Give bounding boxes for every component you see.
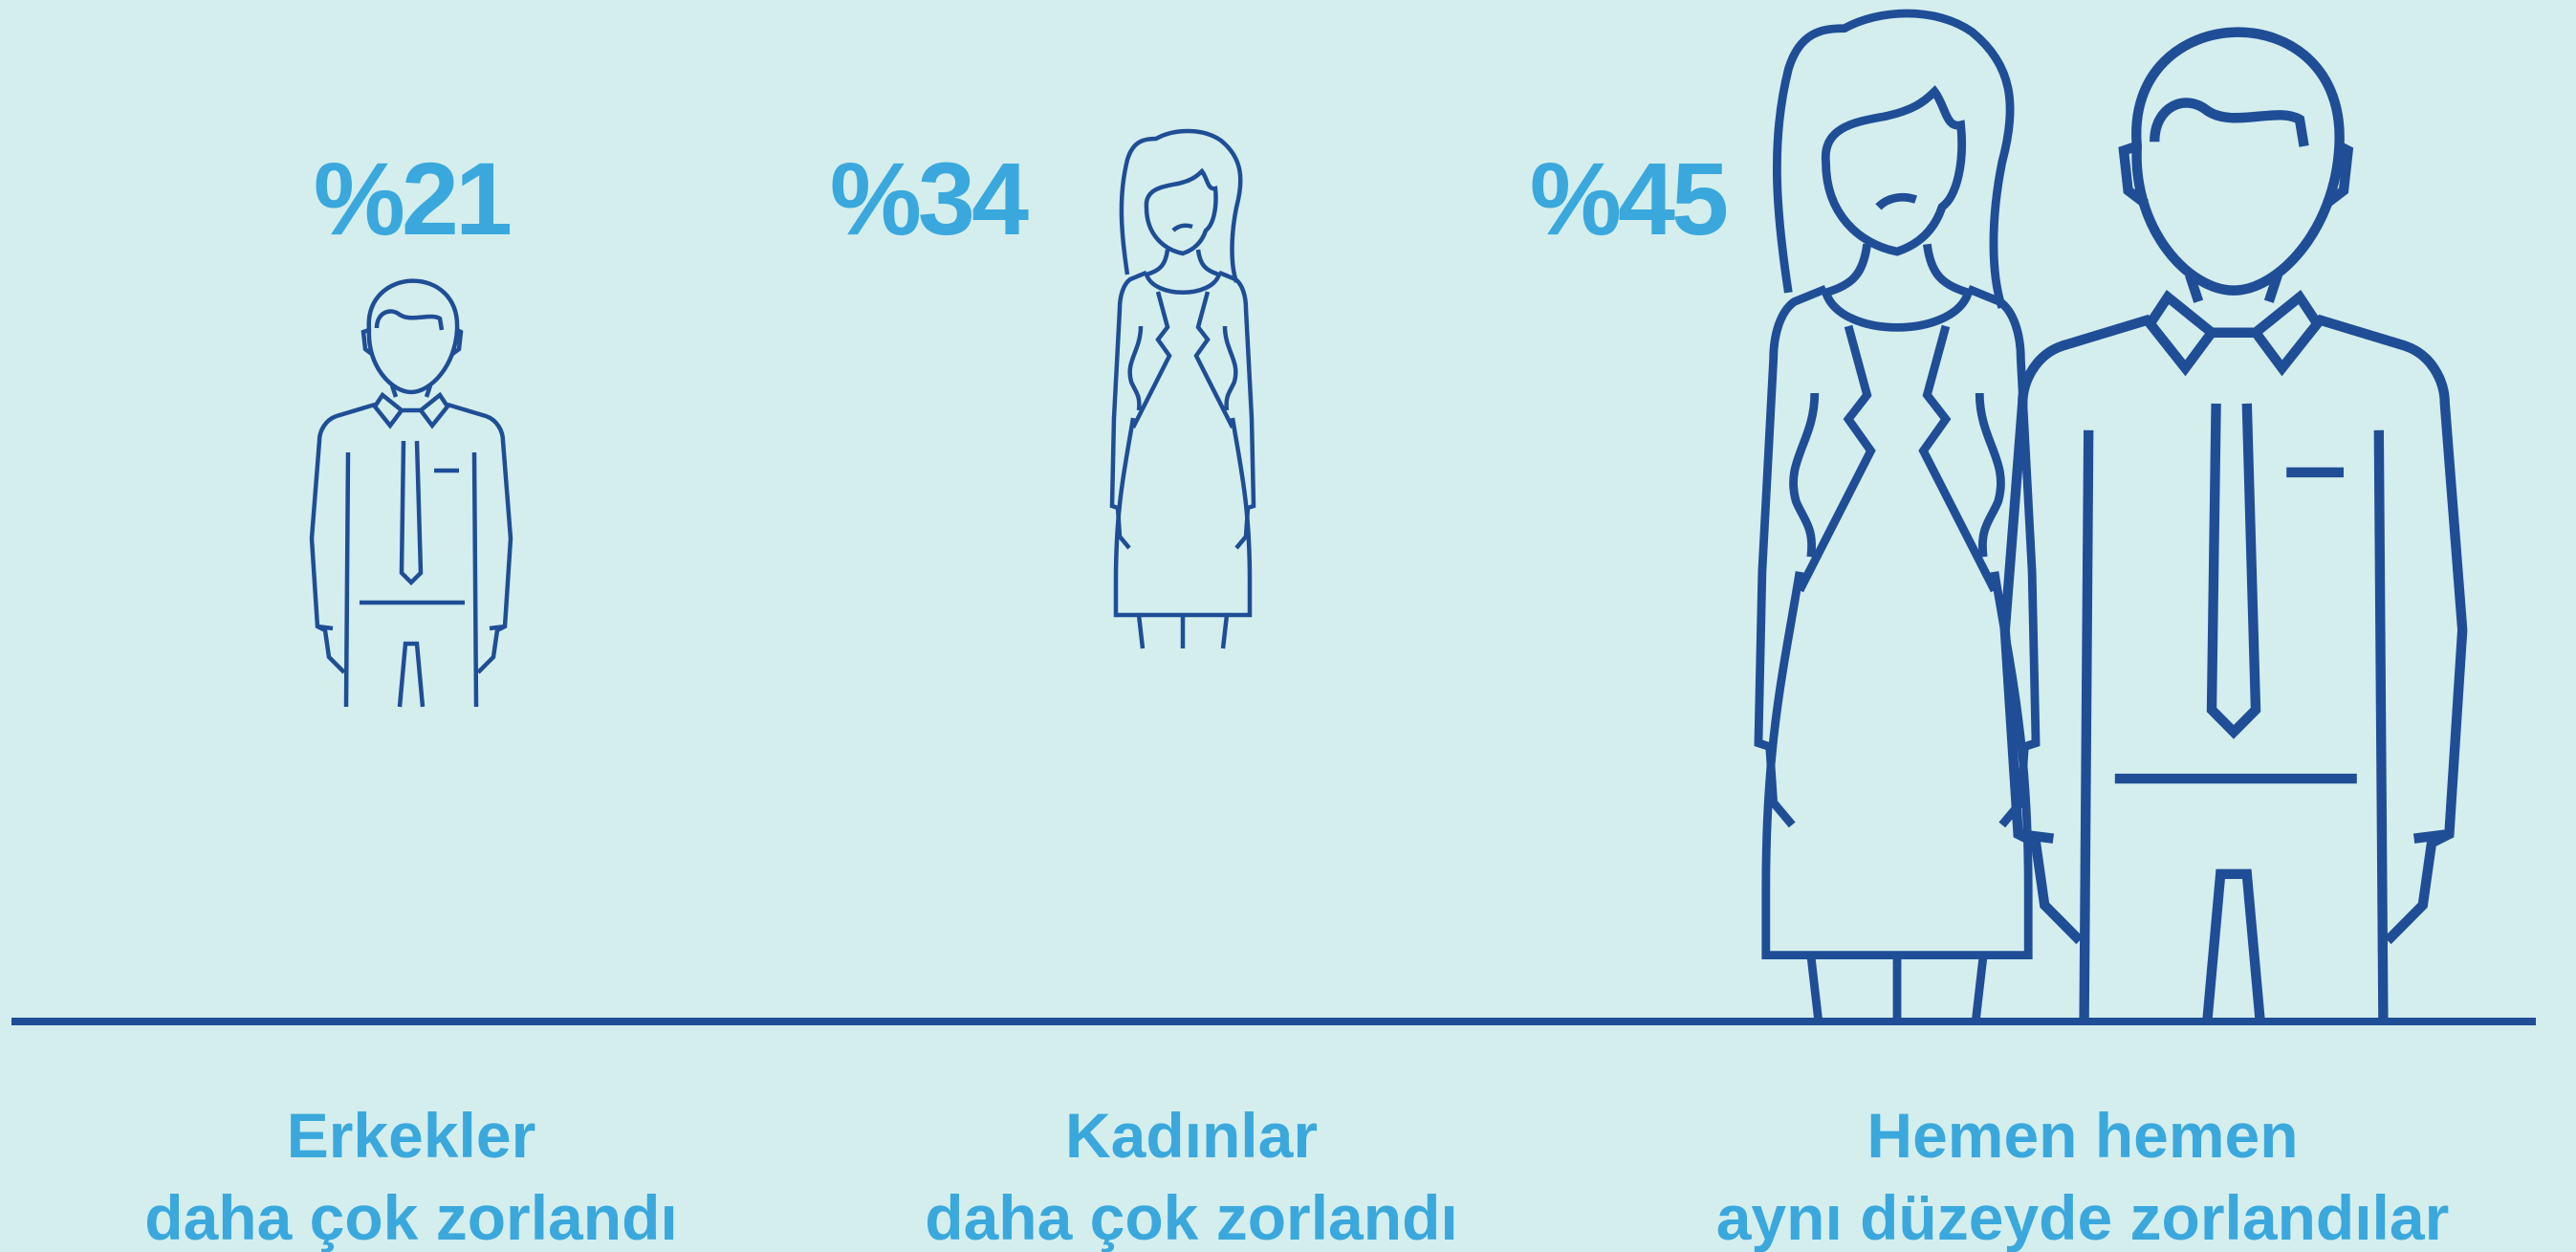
man-figure [2005, 33, 2462, 1021]
infographic: %21 %34 %45 Erkekler daha çok zorlandı K… [0, 0, 2576, 1252]
man-figure [312, 281, 511, 707]
woman-figure [1112, 131, 1254, 648]
label-line: Hemen hemen [1867, 1100, 2298, 1171]
label-line: aynı düzeyde zorlandılar [1716, 1182, 2450, 1252]
label-line: daha çok zorlandı [925, 1182, 1457, 1252]
figures [312, 13, 2462, 1021]
percent: %34 [830, 141, 1029, 256]
woman-figure [1758, 13, 2036, 1021]
percent: %45 [1530, 141, 1727, 256]
page: %21 %34 %45 Erkekler daha çok zorlandı K… [0, 0, 2576, 1252]
percent: %21 [314, 141, 511, 256]
label-line: Erkekler [287, 1100, 536, 1171]
label-line: Kadınlar [1065, 1100, 1318, 1171]
label-line: daha çok zorlandı [144, 1182, 677, 1252]
